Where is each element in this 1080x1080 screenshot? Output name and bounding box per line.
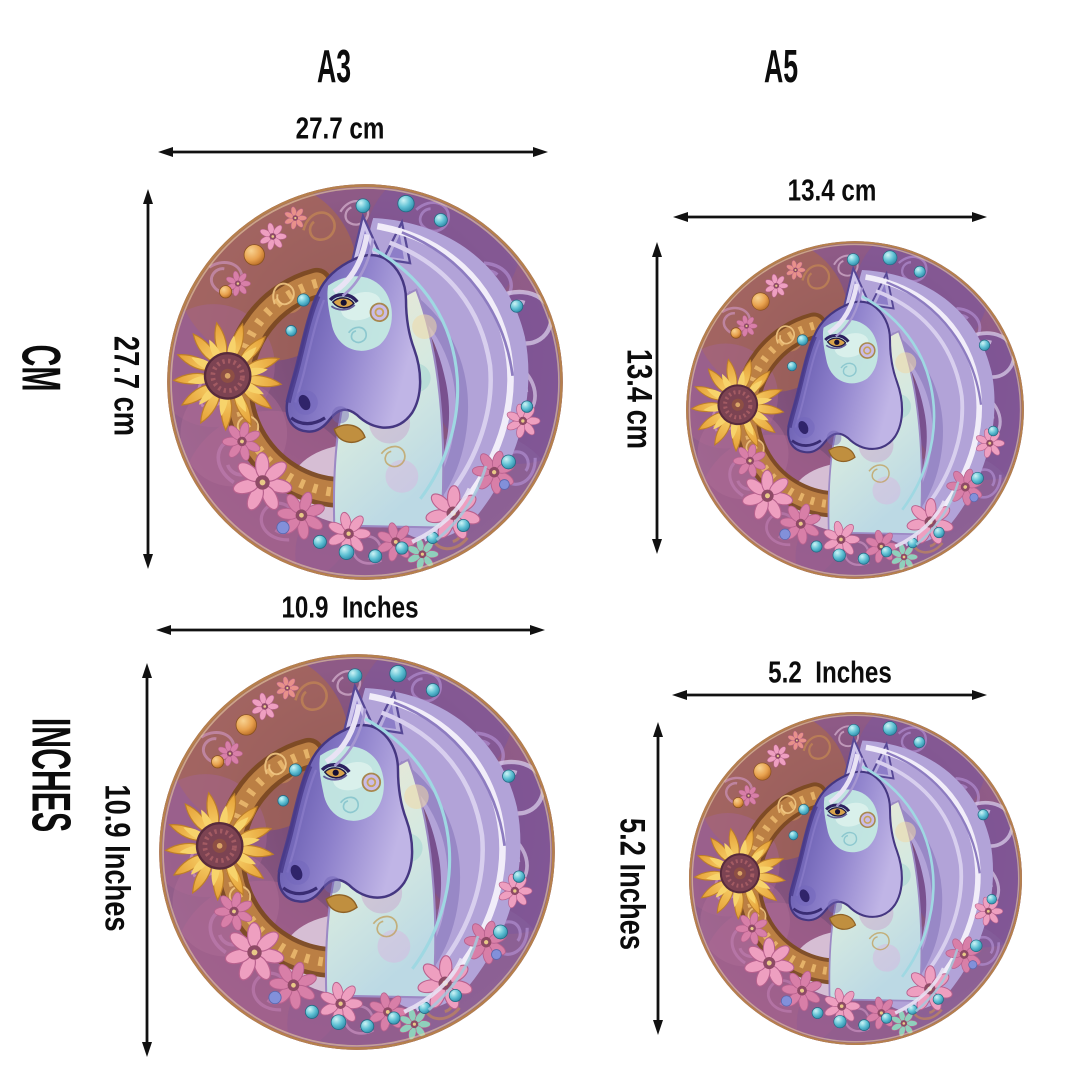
- width-dimension-label: 10.9 Inches: [262, 592, 438, 623]
- row-header-cm-label: CM: [10, 344, 73, 392]
- height-dimension-value: 27.7 cm: [106, 335, 146, 437]
- puzzle-artwork-a5-inches: [683, 706, 1028, 1051]
- height-arrow: [143, 189, 153, 569]
- width-arrow: [672, 690, 987, 700]
- height-arrow: [142, 663, 152, 1057]
- row-header-inches-label: INCHES: [20, 717, 83, 833]
- column-header-a3: A3: [305, 43, 364, 89]
- row-header-inches: INCHES: [20, 671, 83, 879]
- width-arrow: [673, 212, 987, 222]
- width-dimension-value: 27.7 cm: [295, 110, 385, 146]
- height-arrow: [652, 242, 662, 554]
- height-dimension-value: 10.9 Inches: [97, 784, 137, 932]
- width-arrow: [158, 147, 548, 157]
- height-dimension-label: 5.2 Inches: [612, 799, 652, 968]
- puzzle-artwork-a3-cm: [160, 177, 570, 587]
- height-dimension-label: 13.4 cm: [619, 335, 659, 463]
- row-header-cm: CM: [10, 325, 73, 411]
- puzzle-artwork-a5-cm: [680, 235, 1030, 585]
- column-header-a3-label: A3: [316, 40, 352, 92]
- column-header-a5: A5: [752, 43, 811, 89]
- width-dimension-value: 5.2 Inches: [768, 654, 892, 690]
- column-header-a5-label: A5: [763, 40, 799, 92]
- height-dimension-value: 5.2 Inches: [612, 817, 652, 951]
- width-dimension-label: 5.2 Inches: [751, 657, 910, 688]
- height-dimension-value: 13.4 cm: [619, 348, 659, 450]
- puzzle-artwork-a3-inches: [152, 647, 562, 1057]
- width-dimension-value: 13.4 cm: [787, 172, 877, 208]
- width-dimension-label: 13.4 cm: [775, 175, 889, 206]
- width-dimension-label: 27.7 cm: [283, 113, 397, 144]
- height-arrow: [653, 722, 663, 1035]
- width-dimension-value: 10.9 Inches: [281, 589, 419, 625]
- width-arrow: [156, 625, 545, 635]
- height-dimension-label: 10.9 Inches: [97, 764, 137, 953]
- height-dimension-label: 27.7 cm: [106, 322, 146, 450]
